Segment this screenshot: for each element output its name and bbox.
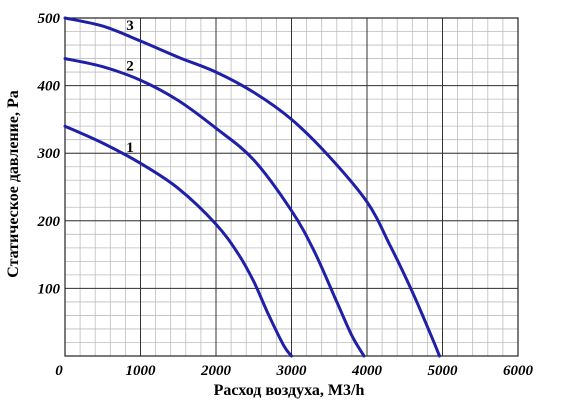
performance-curves: [63, 16, 441, 358]
x-tick-labels: 0 1000 2000 3000 4000 5000 6000: [55, 363, 533, 379]
x-axis-title: Расход воздуха, М3/h: [214, 382, 365, 399]
x-tick-label: 0: [55, 363, 63, 379]
curve-1: [63, 124, 293, 358]
curve-label-1: 1: [126, 140, 134, 156]
x-tick-label: 1000: [126, 363, 157, 379]
x-tick-label: 2000: [200, 363, 232, 379]
y-tick-label: 500: [38, 11, 61, 27]
x-tick-label: 6000: [503, 363, 534, 379]
curve-labels: 1 2 3: [126, 18, 134, 156]
curve-label-2: 2: [126, 59, 134, 75]
x-tick-label: 5000: [428, 363, 459, 379]
curve-label-3: 3: [126, 18, 134, 34]
y-tick-label: 200: [37, 214, 61, 230]
y-tick-labels: 100 200 300 400 500: [37, 11, 61, 297]
x-tick-label: 3000: [276, 363, 308, 379]
y-tick-label: 400: [37, 79, 61, 95]
y-tick-label: 100: [38, 281, 61, 297]
y-axis-title: Статическое давление, Ра: [5, 90, 22, 278]
x-tick-label: 4000: [351, 363, 383, 379]
y-tick-label: 300: [37, 146, 61, 162]
curve-2: [63, 57, 366, 358]
curve-3: [63, 16, 441, 358]
